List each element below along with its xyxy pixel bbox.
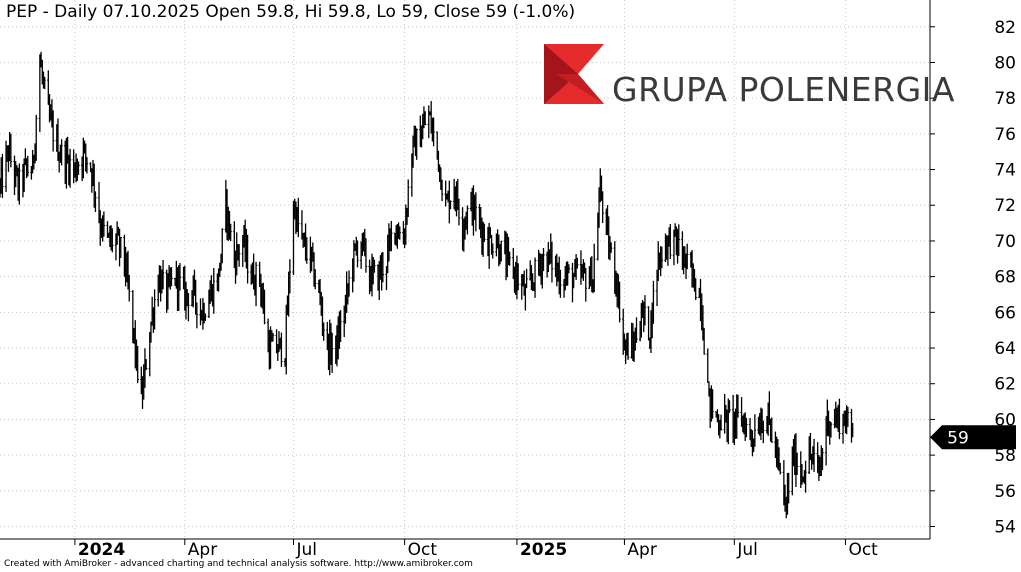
x-tick-label: 2024 [78,540,125,560]
y-tick-label: 70 [994,232,1016,252]
y-tick-label: 62 [994,375,1016,395]
x-tick-label: Jul [295,540,317,560]
last-value-tag [930,425,1016,450]
last-value-label: 59 [947,428,969,448]
chart-axes [0,0,931,540]
y-tick-label: 64 [994,339,1016,359]
y-tick-label: 72 [994,196,1016,216]
y-tick-label: 54 [994,518,1016,538]
x-tick-label: Oct [848,540,878,560]
y-tick-label: 76 [994,125,1016,145]
footer-credit: Created with AmiBroker - advanced charti… [4,559,473,569]
x-tick-label: Jul [736,540,758,560]
y-tick-label: 56 [994,482,1016,502]
y-tick-label: 66 [994,303,1016,323]
x-axis-ticks: 2024 Apr Jul Oct 2025 Apr Jul Oct [74,539,878,560]
y-tick-label: 82 [994,18,1016,38]
x-tick-label: Oct [408,540,438,560]
x-tick-label: Apr [627,540,656,560]
x-tick-label: Apr [188,540,217,560]
y-tick-label: 74 [994,161,1016,181]
price-bars [0,51,854,519]
y-tick-label: 68 [994,268,1016,288]
chart-title: PEP - Daily 07.10.2025 Open 59.8, Hi 59.… [6,2,576,22]
polenergia-logo-icon [544,44,604,104]
last-value-marker: 59 [930,425,1016,450]
logo-text: GRUPA POLENERGIA [612,70,955,109]
x-tick-label: 2025 [520,540,567,560]
y-tick-label: 78 [994,89,1016,109]
y-tick-label: 80 [994,53,1016,73]
grid [0,0,930,539]
y-tick-label: 58 [994,446,1016,466]
company-logo: GRUPA POLENERGIA [542,42,954,109]
